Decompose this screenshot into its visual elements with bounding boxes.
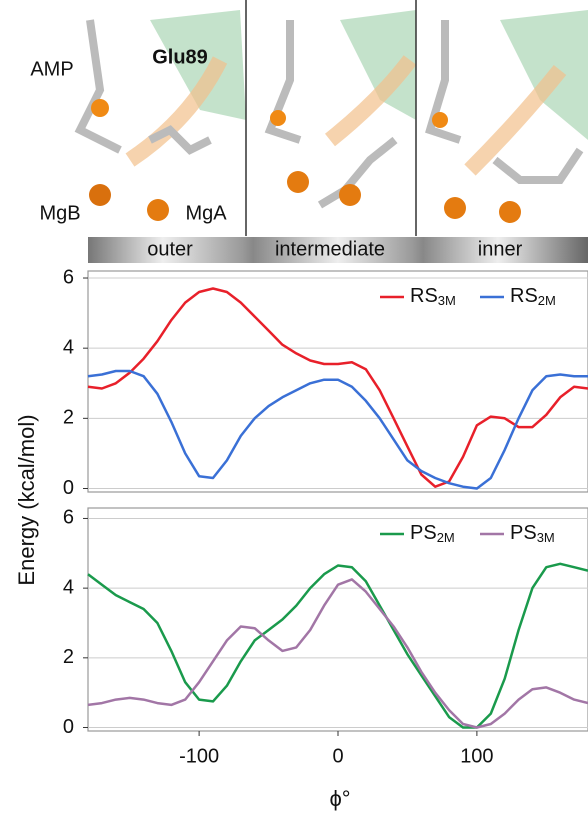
legend-name: PS — [510, 522, 537, 544]
legend-subscript: 3M — [537, 530, 555, 545]
state-label: outer — [147, 238, 193, 260]
structure-label: Glu89 — [152, 46, 208, 68]
legend-name: PS — [410, 522, 437, 544]
y-tick-label: 6 — [63, 266, 74, 288]
x-tick-label: -100 — [179, 745, 219, 767]
structure-label: AMP — [30, 58, 73, 80]
state-label: intermediate — [275, 238, 385, 260]
legend-name: RS — [510, 285, 538, 307]
legend-subscript: 2M — [437, 530, 455, 545]
legend-label: PS2M — [410, 522, 455, 545]
y-tick-label: 0 — [63, 477, 74, 499]
y-tick-label: 4 — [63, 336, 74, 358]
y-tick-label: 2 — [63, 646, 74, 668]
y-tick-label: 6 — [63, 507, 74, 529]
series-line — [88, 289, 588, 487]
y-tick-label: 4 — [63, 576, 74, 598]
legend-label: PS3M — [510, 522, 555, 545]
figure: AMP Glu89 MgB MgA outer intermediate inn… — [0, 0, 588, 814]
state-label: inner — [478, 238, 523, 260]
structure-art — [80, 0, 588, 263]
structure-label: MgA — [185, 202, 227, 224]
legend-label: RS2M — [510, 285, 556, 308]
legend-name: RS — [410, 285, 438, 307]
legend-label: RS3M — [410, 285, 456, 308]
legend-subscript: 2M — [538, 293, 556, 308]
series-line — [88, 371, 588, 489]
page: AMP Glu89 MgB MgA outer intermediate inn… — [0, 0, 588, 814]
y-tick-label: 2 — [63, 407, 74, 429]
y-axis-label: Energy (kcal/mol) — [14, 414, 39, 585]
x-tick-label: 100 — [460, 745, 493, 767]
structure-label: MgB — [39, 202, 80, 224]
x-axis-label: ϕ° — [329, 786, 350, 811]
y-tick-label: 0 — [63, 716, 74, 738]
x-tick-label: 0 — [332, 745, 343, 767]
legend-subscript: 3M — [438, 293, 456, 308]
